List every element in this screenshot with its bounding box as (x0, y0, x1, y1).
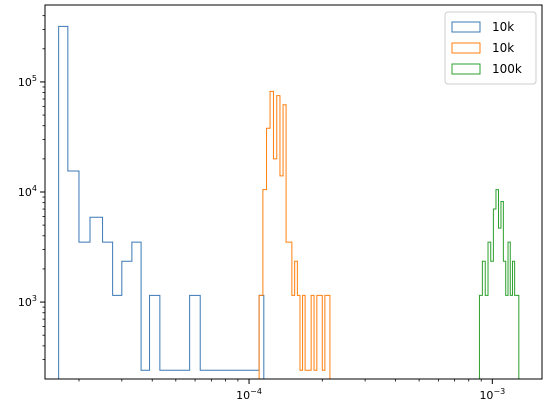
series-3-group (478, 189, 520, 379)
legend-swatch-1 (451, 21, 481, 33)
legend-swatch-3 (451, 63, 481, 75)
y-tick-label-1: 103 (18, 294, 37, 309)
y-tick-label-2: 104 (18, 184, 37, 199)
legend: 10k 10k 100k (444, 11, 537, 85)
y-tick-label-3: 105 (18, 74, 37, 89)
legend-frame (444, 11, 537, 85)
legend-swatch-2 (451, 42, 481, 54)
x-tick-label-1: 10−4 (236, 387, 262, 402)
legend-label-1: 10k (492, 20, 514, 34)
histogram-step-2 (258, 90, 331, 379)
legend-label-2: 10k (492, 41, 514, 55)
legend-label-3: 100k (492, 62, 522, 76)
series-2-group (258, 90, 331, 379)
series-1-group (58, 25, 265, 379)
histogram-step-3 (478, 189, 520, 379)
axis-layer: 10−4 10−3 103 104 105 (18, 15, 505, 402)
histogram-step-1 (58, 25, 265, 379)
x-tick-label-2: 10−3 (479, 387, 505, 402)
histogram-series-layer (58, 25, 520, 379)
